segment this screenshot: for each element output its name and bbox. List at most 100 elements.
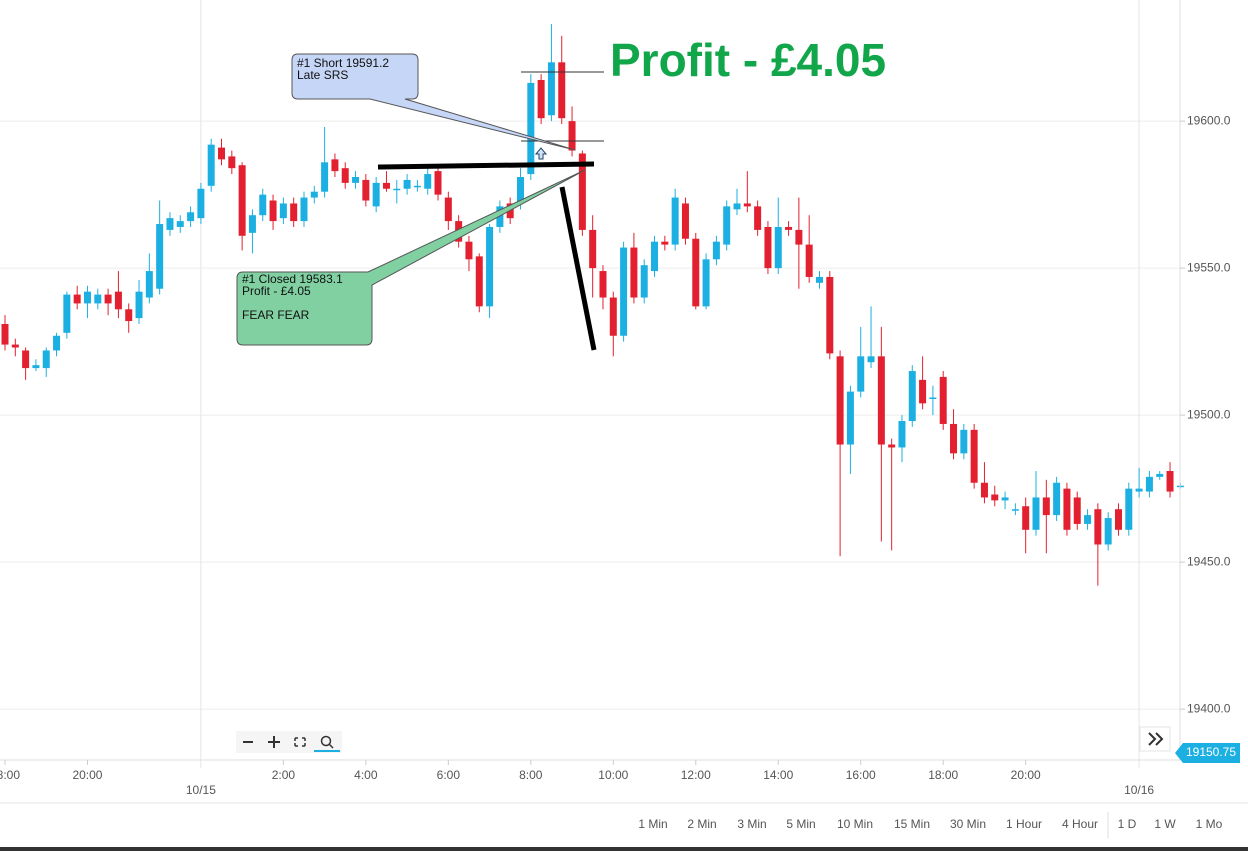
- candle-body: [805, 244, 813, 277]
- x-tick-label: 20:00: [1011, 768, 1041, 782]
- timeframe-button[interactable]: 1 Hour: [1006, 817, 1042, 831]
- candle-body: [393, 188, 401, 191]
- timeframe-button[interactable]: 10 Min: [837, 817, 873, 831]
- candle-body: [187, 212, 195, 222]
- x-tick-label: 14:00: [763, 768, 793, 782]
- trend-line: [377, 161, 595, 170]
- timeframe-button[interactable]: 30 Min: [950, 817, 986, 831]
- candle-body: [248, 215, 256, 233]
- candle-body: [94, 294, 102, 304]
- candle-body: [723, 206, 731, 245]
- callout-box: [291, 53, 576, 151]
- candle-body: [537, 79, 545, 119]
- candle-body: [1114, 509, 1122, 530]
- fit-screen[interactable]: [294, 737, 306, 747]
- plot-area: [0, 0, 1184, 768]
- candle-body: [73, 294, 81, 304]
- candle-body: [310, 191, 318, 198]
- candle-body: [960, 429, 968, 454]
- timeframe-button[interactable]: 1 Mo: [1196, 817, 1223, 831]
- candle-body: [908, 371, 916, 422]
- timeframe-button[interactable]: 2 Min: [687, 817, 716, 831]
- zoom-in[interactable]: [268, 736, 280, 748]
- candle-body: [114, 291, 122, 310]
- candle-body: [259, 194, 267, 216]
- candle-body: [867, 356, 875, 363]
- candle-body: [135, 291, 143, 319]
- x-tick-label: 18:00: [0, 768, 20, 782]
- candle-body: [1104, 518, 1112, 545]
- candle-body: [413, 185, 421, 188]
- candle-body: [743, 203, 751, 207]
- candle-body: [300, 197, 308, 222]
- scroll-icon: [1148, 732, 1164, 746]
- timeframe-button[interactable]: 1 Min: [638, 817, 667, 831]
- candle-body: [568, 121, 576, 151]
- trend-line: [559, 186, 597, 351]
- candle-body: [589, 229, 597, 269]
- candle-body: [434, 171, 442, 195]
- x-tick-label: 16:00: [846, 768, 876, 782]
- date-label: 10/16: [1124, 783, 1154, 797]
- candle-body: [640, 265, 648, 298]
- candle-body: [1001, 497, 1009, 501]
- callout-line: #1 Short 19591.2: [297, 56, 389, 70]
- candle-body: [599, 271, 607, 298]
- candle-body: [166, 218, 174, 230]
- x-tick-label: 2:00: [272, 768, 296, 782]
- candle-body: [156, 224, 164, 289]
- timeframe-button[interactable]: 15 Min: [894, 817, 930, 831]
- candle-body: [692, 238, 700, 307]
- candle-body: [620, 247, 628, 336]
- candle-body: [1125, 488, 1133, 530]
- candle-body: [228, 156, 236, 169]
- callout-line: Late SRS: [297, 68, 348, 82]
- candle-body: [465, 241, 473, 260]
- drawings: [236, 53, 604, 351]
- timeframe-button[interactable]: 1 D: [1118, 817, 1137, 831]
- candle-body: [1042, 497, 1050, 516]
- candle-body: [269, 200, 277, 222]
- candle-body: [774, 226, 782, 269]
- y-tick-label: 19600.0: [1187, 113, 1231, 127]
- timeframe-button[interactable]: 4 Hour: [1062, 817, 1098, 831]
- candle-body: [11, 344, 19, 348]
- candle-body: [712, 241, 720, 260]
- x-tick-label: 10:00: [598, 768, 628, 782]
- candle-body: [939, 376, 947, 424]
- timeframe-button[interactable]: 5 Min: [786, 817, 815, 831]
- candle-body: [661, 241, 669, 245]
- timeframe-toolbar: 1 Min 2 Min 3 Min 5 Min 10 Min 15 Min 30 Min 1 …: [638, 817, 1222, 831]
- callout-box: [236, 169, 586, 346]
- candle-body: [176, 221, 184, 227]
- candle-body: [1145, 476, 1153, 492]
- candle-body: [352, 176, 360, 183]
- candle-body: [1166, 470, 1174, 492]
- candle-body: [1073, 497, 1081, 524]
- candle-body: [609, 297, 617, 336]
- timeframe-button[interactable]: 3 Min: [737, 817, 766, 831]
- candle-body: [888, 444, 896, 448]
- candle-body: [331, 159, 339, 172]
- candle-body: [517, 176, 524, 204]
- y-tick-label: 19450.0: [1187, 554, 1231, 568]
- candle-body: [424, 174, 432, 189]
- candle-body: [578, 153, 586, 230]
- timeframe-button[interactable]: 1 W: [1154, 817, 1176, 831]
- date-label: 10/15: [186, 783, 216, 797]
- scroll-right-button[interactable]: [1139, 726, 1171, 752]
- callout-line: #1 Closed 19583.1: [242, 272, 343, 286]
- candle-body: [197, 188, 205, 219]
- candle-body: [815, 276, 823, 283]
- candle-body: [846, 391, 854, 445]
- candle-body: [733, 203, 741, 210]
- candle-body: [558, 62, 566, 119]
- candle-body: [321, 162, 329, 192]
- candle-body: [53, 335, 61, 351]
- zoom-reset[interactable]: [320, 735, 332, 747]
- profit-annotation: Profit - £4.05: [610, 34, 886, 86]
- entry-arrow: [534, 147, 548, 160]
